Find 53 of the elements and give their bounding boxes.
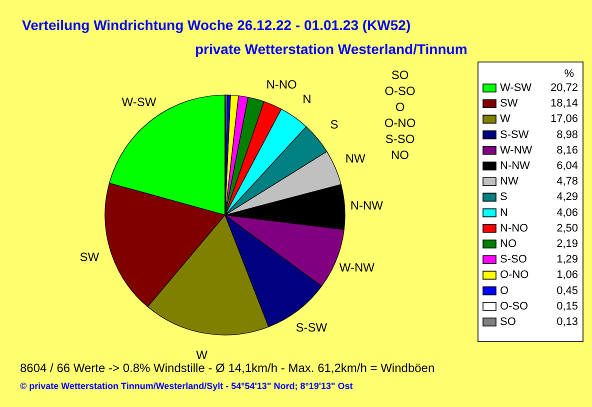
legend-label: W-SW bbox=[500, 82, 532, 94]
data-label: 2,19 bbox=[556, 238, 578, 250]
legend-label: NO bbox=[500, 238, 517, 250]
legend-label: NW bbox=[500, 176, 519, 188]
legend-label: SW bbox=[500, 98, 518, 110]
category-label: O-NO bbox=[384, 116, 416, 130]
data-label: 1,29 bbox=[556, 254, 578, 266]
category-label: O-SO bbox=[384, 84, 416, 98]
slice-label: S bbox=[330, 117, 338, 132]
legend-label: N-NO bbox=[500, 222, 529, 234]
slice-label: W-SW bbox=[122, 95, 157, 110]
legend-title: % bbox=[564, 68, 574, 80]
data-label: 18,14 bbox=[550, 98, 578, 110]
legend-label: N bbox=[500, 206, 508, 219]
data-label: 17,06 bbox=[550, 113, 578, 126]
category-label: S-SO bbox=[385, 132, 415, 146]
legend-label: S-SW bbox=[500, 128, 530, 141]
data-label: 2,50 bbox=[556, 222, 578, 234]
legend-label: SO bbox=[500, 316, 516, 328]
data-label: 6,04 bbox=[556, 160, 578, 172]
legend-label: W bbox=[500, 113, 511, 126]
legend-label: N-NW bbox=[500, 160, 531, 172]
slice-label: SW bbox=[80, 250, 100, 264]
slice-label: N-NW bbox=[350, 198, 384, 212]
data-label: 8,98 bbox=[556, 128, 578, 141]
legend-label: O bbox=[500, 284, 509, 297]
text: 8604 / 66 Werte -> 0.8% Windstille - Ø 14,1km/h - Max. 61,2km/h = Windböen bbox=[20, 361, 435, 375]
data-label: 4,78 bbox=[556, 176, 578, 188]
slice-label: S-SW bbox=[296, 320, 328, 335]
legend-label: S-SO bbox=[500, 254, 528, 266]
chart-subtitle: private Wetterstation Westerland/Tinnum bbox=[195, 41, 468, 57]
data-label: 4,06 bbox=[556, 206, 578, 219]
data-label: 8,16 bbox=[556, 144, 578, 156]
data-label: 0,15 bbox=[556, 300, 578, 312]
data-label: 0,45 bbox=[556, 284, 578, 297]
legend-label: W-NW bbox=[500, 144, 533, 156]
category-label: SO bbox=[391, 68, 409, 82]
legend-label: O-SO bbox=[500, 300, 529, 312]
slice-label: W-NW bbox=[339, 260, 376, 274]
data-label: 4,29 bbox=[556, 191, 578, 204]
legend-label: O-NO bbox=[500, 269, 530, 282]
legend-label: S bbox=[500, 191, 508, 204]
text: © private Wetterstation Tinnum/Westerland/Sylt - 54°54'13" Nord; 8°19'13" Ost bbox=[20, 381, 353, 391]
category-label: NO bbox=[391, 148, 409, 162]
slice-label: N bbox=[302, 92, 312, 106]
data-label: 20,72 bbox=[550, 82, 578, 94]
chart-title: Verteilung Windrichtung Woche 26.12.22 - 01.01.23 (KW52) bbox=[22, 17, 411, 33]
slice-label: NW bbox=[345, 152, 366, 166]
slice-label: N-NO bbox=[266, 78, 297, 92]
category-label: O bbox=[395, 100, 405, 114]
slice-label: W bbox=[196, 348, 208, 362]
data-label: 0,13 bbox=[556, 316, 578, 328]
data-label: 1,06 bbox=[556, 269, 578, 282]
